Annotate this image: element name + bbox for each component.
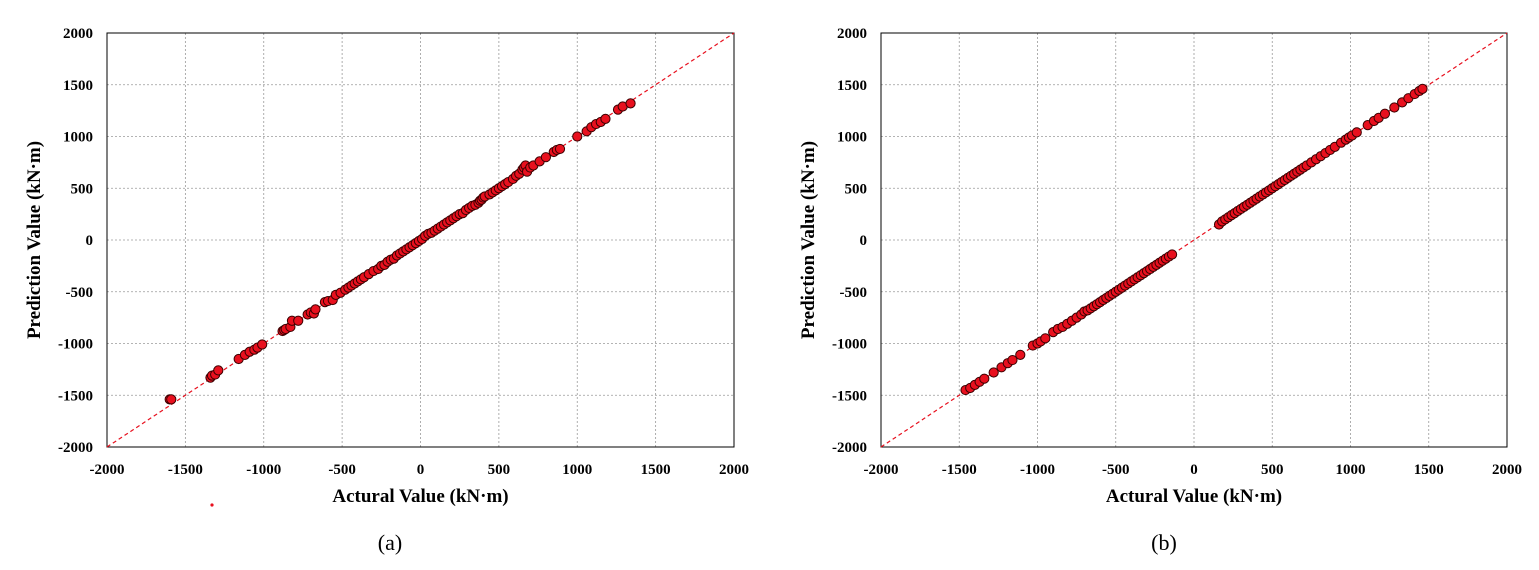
data-point [600, 113, 611, 125]
data-point [572, 131, 583, 142]
data-point [540, 152, 552, 163]
x-tick-label: 2000 [719, 462, 749, 478]
y-tick-label: -1000 [58, 337, 93, 353]
y-tick-label: 2000 [63, 26, 93, 42]
chart-b: -2000 -1500 -1000 -500 0 500 1000 1500 2000 -2000… [798, 26, 1522, 555]
y-tick-label: 1000 [837, 130, 867, 146]
y-tick-label: 1000 [63, 130, 93, 146]
data-point [1417, 83, 1428, 94]
y-tick-label: -1500 [832, 388, 867, 404]
data-point [625, 98, 636, 109]
x-tick-label: 1500 [641, 462, 671, 478]
y-tick-label: 500 [71, 181, 94, 197]
data-point [257, 339, 268, 350]
data-point [1007, 354, 1018, 366]
x-tick-label: -500 [328, 462, 356, 478]
data-point [293, 315, 304, 326]
y-tick-label: -500 [840, 285, 868, 301]
x-tick-label: -1500 [942, 462, 977, 478]
x-tick-label: 500 [1261, 462, 1284, 478]
y-tick-label: 2000 [837, 26, 867, 42]
y-tick-label: -1000 [832, 337, 867, 353]
y-tick-label: -2000 [832, 440, 867, 456]
data-point [979, 373, 990, 384]
chart-a: -2000 -1500 -1000 -500 0 500 1000 1500 2000 -2000… [24, 26, 749, 555]
y-tick-label: 1500 [837, 78, 867, 94]
x-tick-label: 1000 [562, 462, 592, 478]
y-axis-label: Prediction Value (kN·m) [798, 141, 819, 339]
data-point [1351, 127, 1362, 138]
x-axis-label: Actural Value (kN·m) [1106, 486, 1282, 507]
chart-caption: (b) [1151, 530, 1177, 555]
x-tick-label: -2000 [90, 462, 125, 478]
chart-caption: (a) [378, 530, 402, 555]
data-point [554, 143, 566, 155]
data-point [1379, 108, 1391, 119]
x-tick-label: -500 [1102, 462, 1130, 478]
x-tick-label: -1500 [168, 462, 203, 478]
x-tick-label: 0 [417, 462, 425, 478]
x-tick-label: -1000 [1020, 462, 1055, 478]
x-tick-label: 1500 [1414, 462, 1444, 478]
x-axis-label: Actural Value (kN·m) [332, 486, 508, 507]
data-point [213, 365, 224, 376]
x-tick-label: 1000 [1336, 462, 1366, 478]
y-tick-label: 0 [860, 233, 868, 249]
y-tick-label: 500 [845, 181, 868, 197]
data-point [166, 394, 177, 405]
x-tick-label: -2000 [864, 462, 899, 478]
x-tick-label: -1000 [246, 462, 281, 478]
data-point [988, 367, 999, 378]
x-tick-label: 2000 [1492, 462, 1522, 478]
data-point [1040, 333, 1051, 344]
data-point [1015, 349, 1026, 360]
stray-dot [210, 503, 214, 507]
data-point [310, 304, 321, 315]
data-point [1389, 102, 1400, 113]
y-tick-label: -1500 [58, 388, 93, 404]
x-tick-label: 0 [1190, 462, 1198, 478]
y-tick-label: -2000 [58, 440, 93, 456]
y-tick-label: -500 [66, 285, 94, 301]
plot-frame [106, 32, 735, 448]
y-tick-label: 0 [86, 233, 94, 249]
data-point [1166, 249, 1178, 260]
plot-frame [880, 32, 1508, 448]
y-axis-label: Prediction Value (kN·m) [24, 141, 45, 339]
y-tick-label: 1500 [63, 78, 93, 94]
x-tick-label: 500 [488, 462, 511, 478]
